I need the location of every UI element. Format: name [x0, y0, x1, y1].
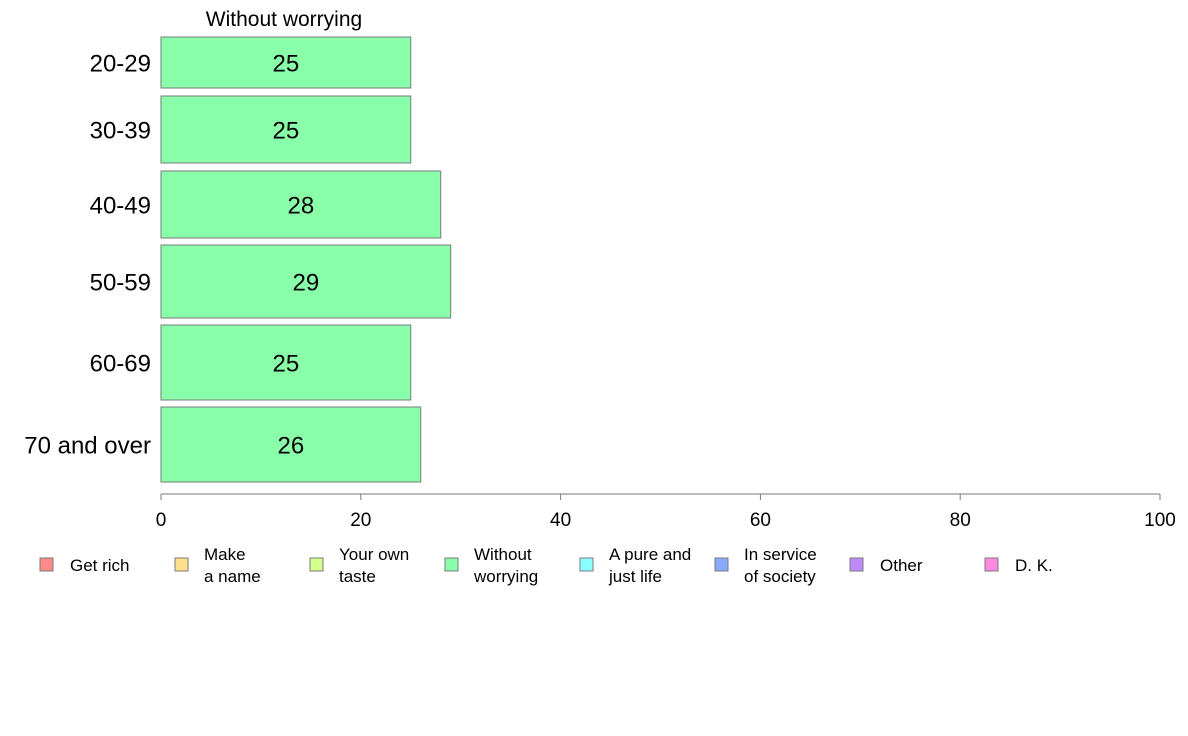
bar-60-69 [160, 324, 412, 401]
legend-label: Get rich [70, 556, 130, 575]
bar-50-59 [160, 244, 452, 319]
legend-swatch [984, 557, 999, 572]
x-tick-label: 60 [750, 510, 771, 531]
legend-swatch [849, 557, 864, 572]
legend: Get rich Make a name Your own taste Without wo… [39, 545, 1053, 586]
legend-swatch [444, 557, 459, 572]
legend-label: Without [474, 545, 532, 564]
legend-label: A pure and [609, 545, 691, 564]
legend-swatch [309, 557, 324, 572]
x-tick-label: 20 [350, 510, 371, 531]
bar-value-label: 26 [278, 433, 305, 460]
bar-30-39 [160, 95, 412, 164]
category-label: 70 and over [24, 433, 151, 460]
legend-label: Make [204, 545, 246, 564]
bar-value-label: 25 [273, 118, 300, 145]
x-tick-label: 0 [156, 510, 167, 531]
bar-value-label: 29 [293, 270, 320, 297]
legend-swatch [579, 557, 594, 572]
legend-swatch [714, 557, 729, 572]
legend-swatch [174, 557, 189, 572]
bar-value-label: 25 [273, 51, 300, 78]
category-label: 30-39 [90, 118, 151, 145]
x-tick-label: 40 [550, 510, 571, 531]
category-label: 20-29 [90, 51, 151, 78]
legend-label: worrying [473, 567, 538, 586]
bar-70-and-over [160, 406, 422, 483]
bars-group: 25 20-29 25 30-39 28 40-49 29 50-59 25 60-69 26 70 … [24, 36, 452, 483]
x-axis: 0 20 40 60 80 100 [156, 493, 1176, 531]
legend-label: just life [608, 567, 662, 586]
bar-20-29 [160, 36, 412, 89]
legend-label: taste [339, 567, 376, 586]
x-tick-label: 80 [950, 510, 971, 531]
legend-label: of society [744, 567, 816, 586]
legend-label: Your own [339, 545, 409, 564]
x-tick-label: 100 [1144, 510, 1176, 531]
legend-label: In service [744, 545, 817, 564]
category-label: 50-59 [90, 270, 151, 297]
legend-label: a name [204, 567, 261, 586]
legend-label: D. K. [1015, 556, 1053, 575]
bar-40-49 [160, 170, 442, 239]
bar-value-label: 25 [273, 351, 300, 378]
legend-swatch [39, 557, 54, 572]
chart-title: Without worrying [206, 8, 362, 31]
category-label: 40-49 [90, 193, 151, 220]
bar-value-label: 28 [288, 193, 315, 220]
legend-label: Other [880, 556, 923, 575]
category-label: 60-69 [90, 351, 151, 378]
